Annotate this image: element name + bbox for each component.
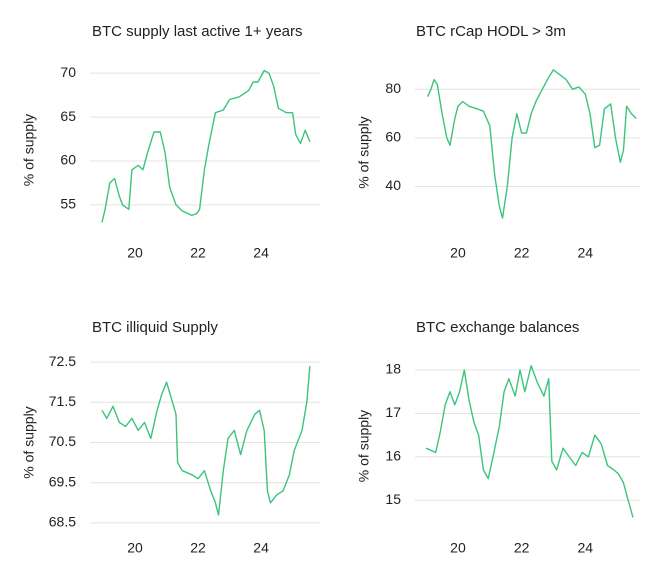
y-tick-label: 60 xyxy=(385,129,401,145)
y-tick-label: 65 xyxy=(60,108,76,124)
x-tick-label: 22 xyxy=(190,245,206,261)
chart-title: BTC rCap HODL > 3m xyxy=(416,23,566,40)
chart-title: BTC supply last active 1+ years xyxy=(92,23,303,40)
y-tick-label: 80 xyxy=(385,80,401,96)
y-tick-label: 55 xyxy=(60,196,76,212)
y-tick-label: 70.5 xyxy=(49,433,76,449)
y-tick-label: 69.5 xyxy=(49,473,76,489)
x-tick-label: 20 xyxy=(127,245,143,261)
x-tick-label: 22 xyxy=(514,540,530,556)
y-tick-label: 68.5 xyxy=(49,514,76,530)
x-tick-label: 24 xyxy=(253,540,269,556)
x-tick-label: 20 xyxy=(127,540,143,556)
data-line xyxy=(101,69,311,223)
y-tick-label: 15 xyxy=(385,491,401,507)
y-tick-label: 17 xyxy=(385,404,401,420)
x-tick-label: 22 xyxy=(190,540,206,556)
x-tick-label: 22 xyxy=(514,245,530,261)
y-axis-label: % of supply xyxy=(21,406,37,478)
x-tick-label: 20 xyxy=(450,245,466,261)
y-axis-label: % of supply xyxy=(21,114,37,186)
x-tick-label: 20 xyxy=(450,540,466,556)
y-tick-label: 40 xyxy=(385,177,401,193)
y-tick-label: 18 xyxy=(385,361,401,377)
y-tick-label: 70 xyxy=(60,64,76,80)
data-line xyxy=(425,365,634,518)
x-tick-label: 24 xyxy=(253,245,269,261)
data-line xyxy=(101,366,311,516)
x-tick-label: 24 xyxy=(577,540,593,556)
y-axis-label: % of supply xyxy=(356,116,372,188)
chart-title: BTC illiquid Supply xyxy=(92,319,218,336)
y-tick-label: 71.5 xyxy=(49,393,76,409)
x-tick-label: 24 xyxy=(577,245,593,261)
y-tick-label: 60 xyxy=(60,152,76,168)
y-tick-label: 16 xyxy=(385,448,401,464)
chart-title: BTC exchange balances xyxy=(416,319,579,336)
data-line xyxy=(427,69,637,219)
y-tick-label: 72.5 xyxy=(49,353,76,369)
y-axis-label: % of supply xyxy=(356,410,372,482)
